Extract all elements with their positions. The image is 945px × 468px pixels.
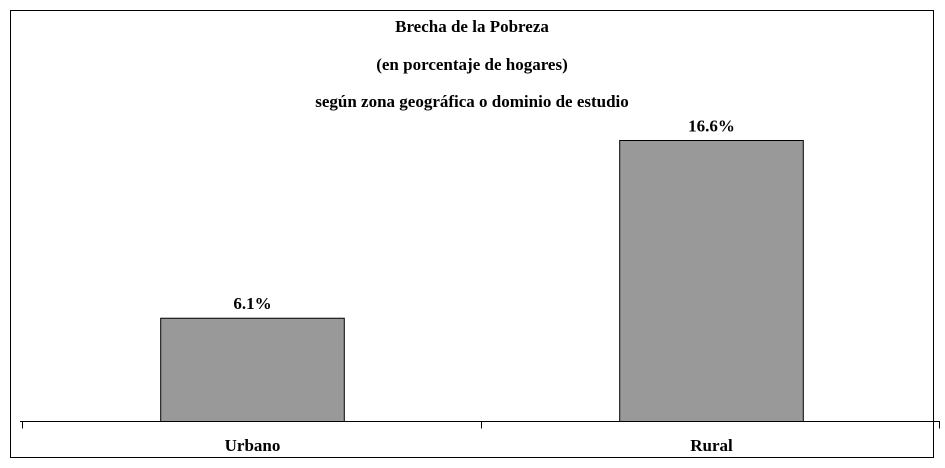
chart-subtitle: según zona geográfica o dominio de estud… <box>315 92 629 111</box>
x-tick-label: Urbano <box>225 436 281 455</box>
chart-subtitle: (en porcentaje de hogares) <box>376 55 568 74</box>
chart-title: Brecha de la Pobreza <box>395 17 549 36</box>
value-label: 16.6% <box>688 116 735 135</box>
x-tick-label: Rural <box>690 436 733 455</box>
value-label: 6.1% <box>233 294 271 313</box>
bar <box>160 317 345 422</box>
bar <box>619 140 804 422</box>
